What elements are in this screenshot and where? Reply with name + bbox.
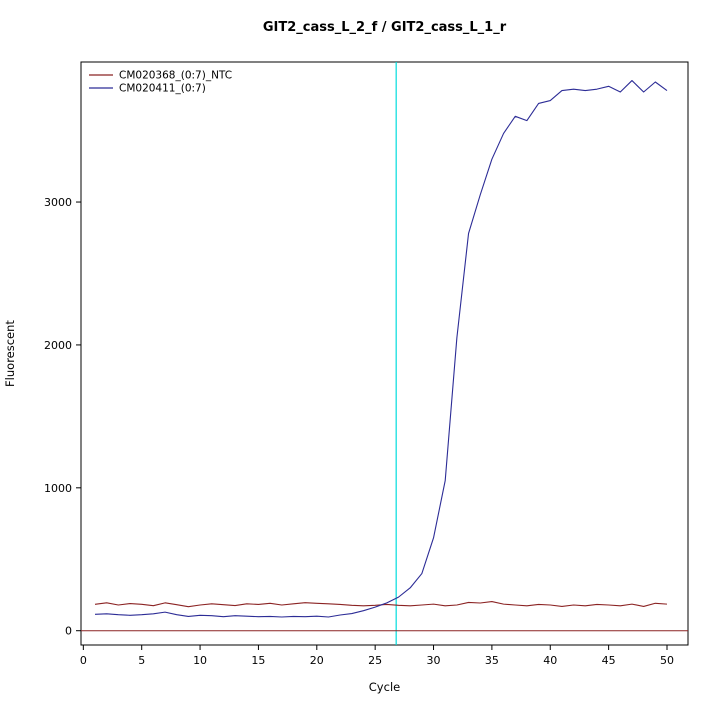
y-tick-label: 2000 bbox=[44, 339, 72, 352]
y-tick-label: 3000 bbox=[44, 196, 72, 209]
legend-label: CM020411_(0:7) bbox=[119, 83, 206, 95]
x-tick-label: 25 bbox=[368, 654, 382, 667]
x-tick-label: 0 bbox=[80, 654, 87, 667]
x-tick-label: 50 bbox=[660, 654, 674, 667]
legend-label: CM020368_(0:7)_NTC bbox=[119, 70, 232, 82]
x-tick-label: 35 bbox=[485, 654, 499, 667]
x-tick-label: 5 bbox=[138, 654, 145, 667]
x-tick-label: 45 bbox=[602, 654, 616, 667]
y-tick-label: 1000 bbox=[44, 482, 72, 495]
x-tick-label: 20 bbox=[310, 654, 324, 667]
chart-title: GIT2_cass_L_2_f / GIT2_cass_L_1_r bbox=[262, 20, 507, 35]
plot-border bbox=[80, 61, 689, 646]
y-axis-title: Fluorescent bbox=[3, 320, 17, 387]
x-axis-title: Cycle bbox=[369, 680, 400, 694]
series-line-0 bbox=[94, 601, 668, 608]
x-tick-label: 10 bbox=[193, 654, 207, 667]
series-line-1 bbox=[94, 80, 668, 618]
x-tick-label: 40 bbox=[543, 654, 557, 667]
y-tick-label: 0 bbox=[65, 625, 72, 638]
x-tick-label: 15 bbox=[251, 654, 265, 667]
x-tick-label: 30 bbox=[427, 654, 441, 667]
